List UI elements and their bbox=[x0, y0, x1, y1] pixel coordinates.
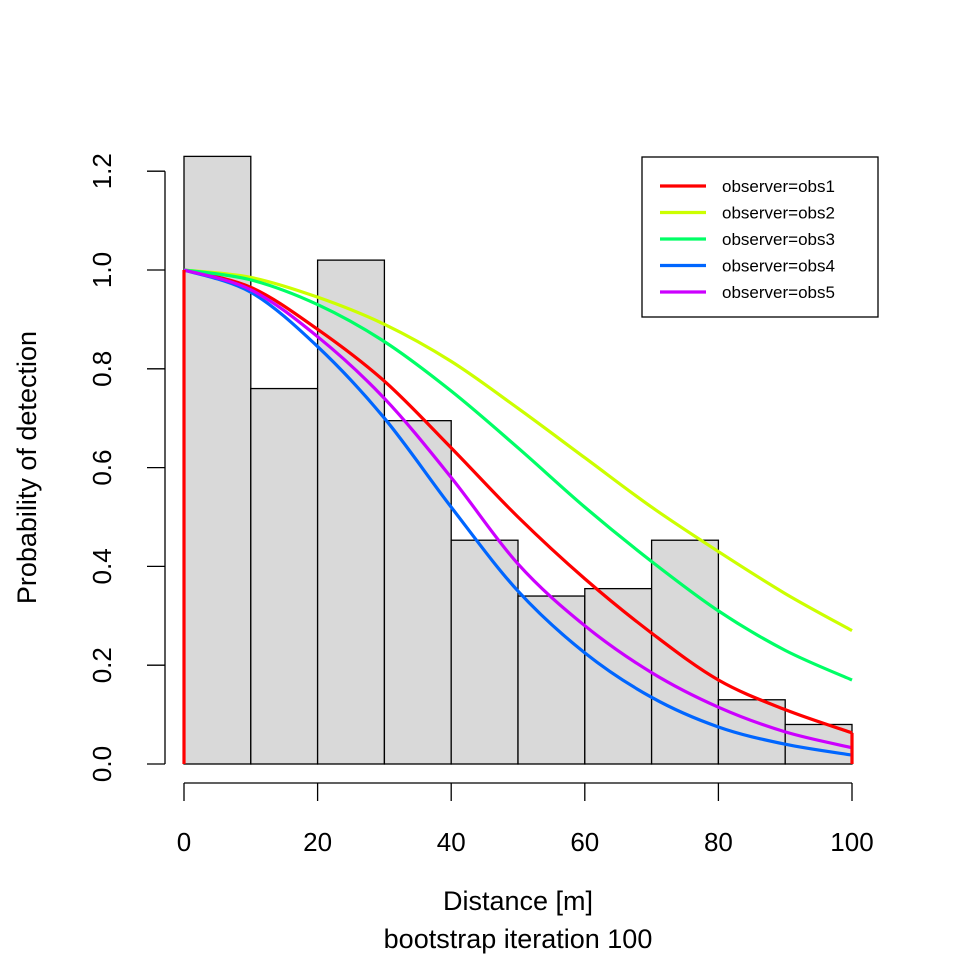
series-line-observer-obs4 bbox=[183, 268, 853, 757]
series-line-observer-obs1 bbox=[183, 268, 853, 735]
histogram-bar bbox=[383, 420, 452, 765]
x-tick-label: 60 bbox=[570, 827, 599, 857]
detection-curves bbox=[182, 268, 854, 764]
series-line-observer-obs2 bbox=[183, 268, 853, 633]
x-axis-title: Distance [m] bbox=[443, 886, 593, 916]
x-axis: 0 20 40 60 80 100 bbox=[177, 782, 874, 857]
x-tick-label: 80 bbox=[704, 827, 733, 857]
series-line-observer-obs5 bbox=[183, 268, 853, 750]
y-tick-label: 0.2 bbox=[87, 647, 117, 683]
legend-label: observer=obs2 bbox=[722, 204, 835, 223]
legend-label: observer=obs1 bbox=[722, 177, 835, 196]
histogram-bar bbox=[650, 539, 720, 765]
y-axis-title: Probability of detection bbox=[12, 331, 42, 604]
legend: observer=obs1 observer=obs2 observer=obs3 o… bbox=[641, 156, 879, 318]
y-tick-label: 0.6 bbox=[87, 450, 117, 486]
y-tick-label: 0.8 bbox=[87, 351, 117, 387]
x-tick-label: 20 bbox=[303, 827, 332, 857]
histogram-bar bbox=[517, 595, 586, 765]
y-tick-label: 1.2 bbox=[87, 153, 117, 189]
y-tick-label: 0.0 bbox=[87, 746, 117, 782]
histogram-bar bbox=[450, 539, 519, 765]
legend-label: observer=obs4 bbox=[722, 257, 835, 276]
chart-subtitle: bootstrap iteration 100 bbox=[384, 924, 653, 954]
y-tick-label: 0.4 bbox=[87, 548, 117, 584]
y-axis: 0.0 0.2 0.4 0.6 0.8 1.0 1.2 bbox=[87, 153, 166, 782]
histogram-bar bbox=[183, 155, 252, 765]
series-line-observer-obs3 bbox=[183, 268, 853, 682]
x-tick-label: 0 bbox=[177, 827, 191, 857]
legend-box bbox=[641, 156, 879, 318]
x-tick-label: 40 bbox=[437, 827, 466, 857]
histogram-bar bbox=[250, 387, 319, 765]
x-tick-label: 100 bbox=[830, 827, 873, 857]
y-tick-label: 1.0 bbox=[87, 252, 117, 288]
legend-label: observer=obs3 bbox=[722, 230, 835, 249]
legend-label: observer=obs5 bbox=[722, 283, 835, 302]
